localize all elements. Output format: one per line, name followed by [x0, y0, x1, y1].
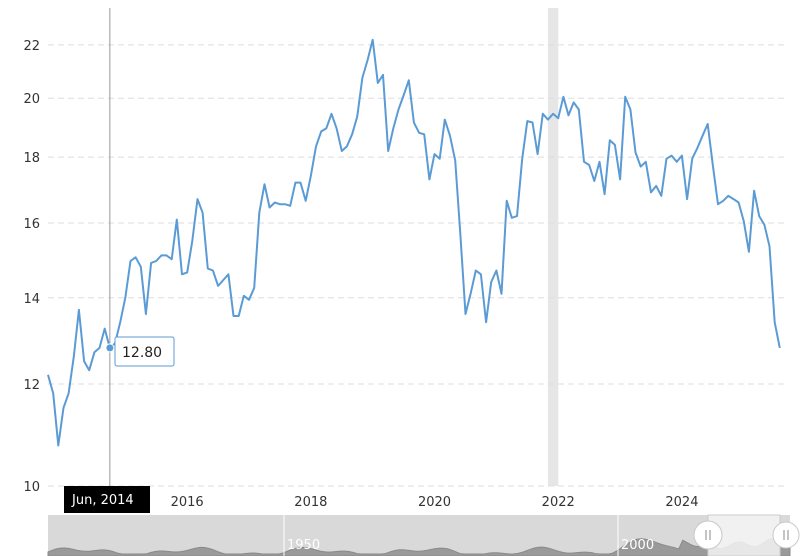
- y-tick-label-16: 16: [23, 217, 40, 232]
- recession-band: [547, 8, 559, 486]
- y-tick-label-22: 22: [23, 39, 40, 54]
- tooltip: 12.80: [114, 336, 175, 367]
- y-tick-label-20: 20: [23, 92, 40, 107]
- tooltip-value: 12.80: [122, 345, 162, 361]
- navigator[interactable]: 1950 2000: [47, 514, 800, 556]
- navigator-label-1950: 1950: [287, 538, 320, 553]
- y-tick-label-14: 14: [23, 292, 40, 307]
- y-tick-label-12: 12: [23, 378, 40, 393]
- series-layer: [47, 38, 781, 447]
- hover-marker: [105, 343, 115, 353]
- x-axis-ticks: 2016 2018 2020 2022 2024: [171, 495, 699, 510]
- x-tick-label-2022: 2022: [542, 495, 575, 510]
- y-tick-label-18: 18: [23, 151, 40, 166]
- tooltip-box: [114, 336, 175, 367]
- grid-layer: [48, 44, 785, 487]
- navigator-label-2000: 2000: [621, 538, 654, 553]
- y-tick-label-10: 10: [23, 480, 40, 495]
- x-tick-label-2020: 2020: [418, 495, 451, 510]
- crosshair-date-label: Jun, 2014: [64, 486, 150, 513]
- series-line-0: [47, 38, 781, 447]
- x-tick-label-2016: 2016: [171, 495, 204, 510]
- x-tick-label-2018: 2018: [294, 495, 327, 510]
- crosshair-date-label-bg: [64, 486, 150, 513]
- navigator-handle-left[interactable]: [693, 520, 723, 550]
- navigator-handle-right[interactable]: [772, 521, 800, 549]
- crosshair-date-text: Jun, 2014: [71, 493, 134, 508]
- recession-band-layer: [547, 8, 559, 486]
- y-axis-ticks: 10 12 14 16 18 20 22: [23, 39, 40, 495]
- x-tick-label-2024: 2024: [665, 495, 698, 510]
